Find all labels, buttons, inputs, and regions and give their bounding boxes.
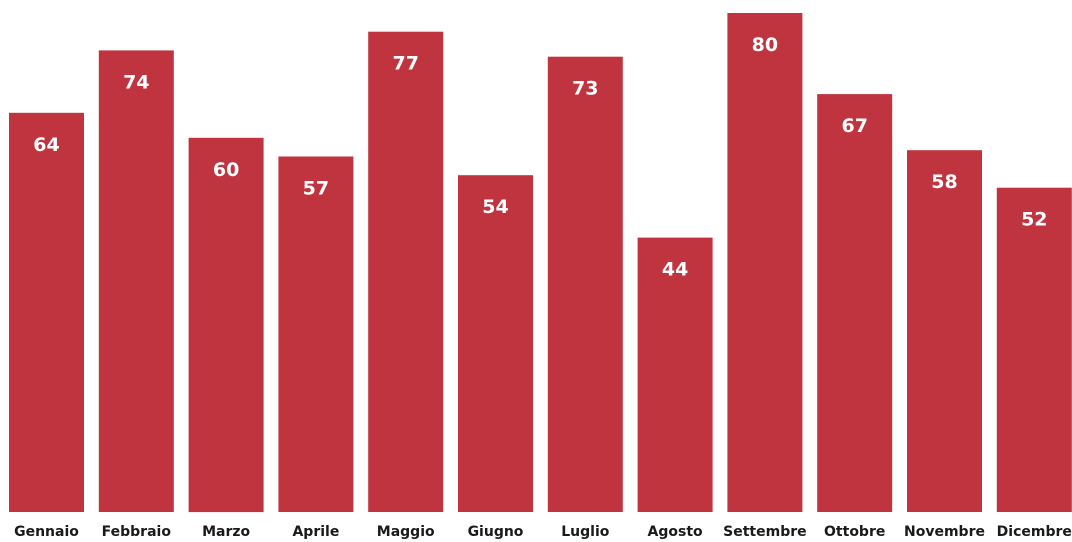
bar-dicembre [996, 187, 1072, 512]
category-label-settembre: Settembre [723, 524, 806, 540]
category-label-gennaio: Gennaio [14, 524, 79, 540]
category-label-luglio: Luglio [561, 524, 610, 540]
bar-value-label: 77 [392, 53, 418, 75]
bar-value-label: 57 [303, 178, 329, 200]
bar-value-label: 54 [482, 196, 508, 218]
bar-settembre [727, 13, 803, 512]
bar-ottobre [817, 94, 893, 512]
bar-novembre [907, 150, 982, 512]
bar-marzo [188, 137, 264, 513]
category-label-ottobre: Ottobre [824, 524, 885, 540]
category-labels-group: Gennaio Febbraio Marzo Aprile Maggio Giugno Lu… [14, 524, 1072, 540]
bar-agosto [637, 237, 713, 512]
bars-group: 64 74 60 57 77 54 73 44 80 67 58 52 [9, 13, 1072, 513]
bar-febbraio [98, 50, 174, 513]
bar-gennaio [9, 112, 84, 513]
bar-value-label: 73 [572, 78, 598, 100]
bar-giugno [458, 175, 533, 512]
category-label-dicembre: Dicembre [997, 524, 1072, 540]
bar-value-label: 44 [662, 259, 688, 281]
bar-value-label: 58 [931, 171, 957, 193]
bar-value-label: 67 [841, 115, 867, 137]
bar-value-label: 80 [752, 34, 778, 56]
bar-value-label: 52 [1021, 209, 1047, 231]
category-label-agosto: Agosto [648, 524, 704, 540]
category-label-giugno: Giugno [468, 524, 524, 540]
category-label-maggio: Maggio [377, 524, 435, 540]
bar-value-label: 64 [33, 134, 59, 156]
bar-value-label: 60 [213, 159, 239, 181]
bar-aprile [278, 156, 354, 512]
bar-maggio [368, 31, 444, 512]
category-label-aprile: Aprile [292, 524, 339, 540]
bar-value-label: 74 [123, 71, 149, 93]
bar-luglio [547, 56, 623, 512]
category-label-febbraio: Febbraio [102, 524, 172, 540]
category-label-novembre: Novembre [904, 524, 985, 540]
category-label-marzo: Marzo [202, 524, 250, 540]
